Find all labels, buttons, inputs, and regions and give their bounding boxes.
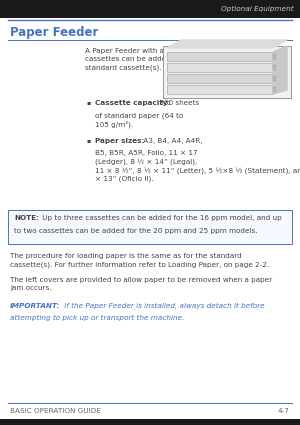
Polygon shape bbox=[273, 79, 287, 94]
Bar bbox=[167, 85, 273, 94]
Text: attempting to pick up or transport the machine.: attempting to pick up or transport the m… bbox=[10, 315, 184, 321]
Text: Paper Feeder: Paper Feeder bbox=[10, 26, 98, 39]
Bar bbox=[163, 46, 291, 98]
Polygon shape bbox=[273, 57, 287, 72]
Text: The procedure for loading paper is the same as for the standard
cassette(s). For: The procedure for loading paper is the s… bbox=[10, 253, 269, 268]
Bar bbox=[273, 65, 276, 70]
Text: ▪: ▪ bbox=[86, 100, 90, 105]
Text: Optional Equipment: Optional Equipment bbox=[221, 6, 294, 12]
Polygon shape bbox=[167, 40, 287, 48]
Bar bbox=[0, 0, 300, 18]
Text: to two cassettes can be added for the 20 ppm and 25 ppm models.: to two cassettes can be added for the 20… bbox=[14, 228, 257, 234]
Bar bbox=[273, 87, 276, 92]
Text: 4-7: 4-7 bbox=[278, 408, 290, 414]
Text: ▪: ▪ bbox=[86, 138, 90, 143]
Text: NOTE:: NOTE: bbox=[14, 215, 39, 221]
Text: Cassette capacity:: Cassette capacity: bbox=[95, 100, 170, 106]
Bar bbox=[0, 419, 300, 425]
Text: of standard paper (64 to
105 g/m²).: of standard paper (64 to 105 g/m²). bbox=[95, 112, 183, 128]
Bar bbox=[167, 63, 273, 72]
Text: A3, B4, A4, A4R,: A3, B4, A4, A4R, bbox=[141, 138, 203, 144]
Bar bbox=[273, 54, 276, 59]
Bar bbox=[167, 74, 273, 83]
Bar bbox=[273, 76, 276, 81]
Text: 300 sheets: 300 sheets bbox=[157, 100, 199, 106]
Text: The left covers are provided to allow paper to be removed when a paper
jam occur: The left covers are provided to allow pa… bbox=[10, 277, 272, 291]
Text: Up to three cassettes can be added for the 16 ppm model, and up: Up to three cassettes can be added for t… bbox=[40, 215, 282, 221]
Text: A Paper Feeder with additional
cassettes can be added below the
standard cassett: A Paper Feeder with additional cassettes… bbox=[85, 48, 208, 71]
Polygon shape bbox=[273, 46, 287, 61]
Text: B5, B5R, A5R, Folio, 11 × 17
(Ledger), 8 ½ × 14” (Legal),
11 × 8 ½”, 8 ½ × 11” (: B5, B5R, A5R, Folio, 11 × 17 (Ledger), 8… bbox=[95, 150, 300, 182]
Bar bbox=[167, 52, 273, 61]
Polygon shape bbox=[273, 68, 287, 83]
Bar bbox=[8, 210, 292, 244]
Text: IMPORTANT:: IMPORTANT: bbox=[10, 303, 61, 309]
Text: Paper sizes:: Paper sizes: bbox=[95, 138, 144, 144]
Text: BASIC OPERATION GUIDE: BASIC OPERATION GUIDE bbox=[10, 408, 101, 414]
Text: If the Paper Feeder is installed, always detach it before: If the Paper Feeder is installed, always… bbox=[62, 303, 265, 309]
